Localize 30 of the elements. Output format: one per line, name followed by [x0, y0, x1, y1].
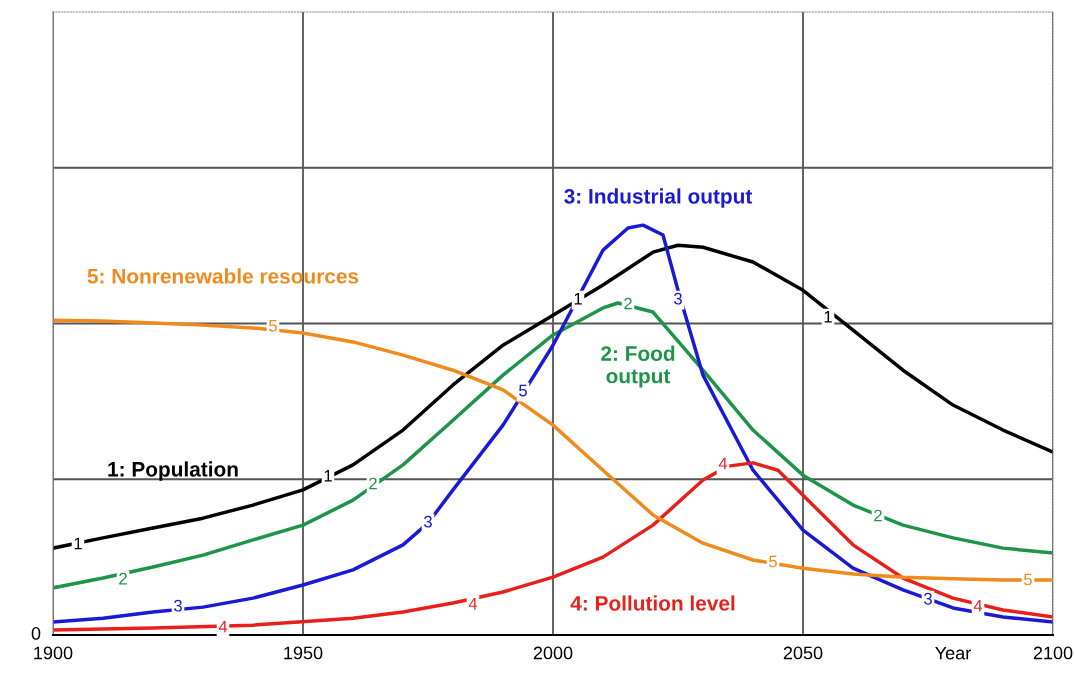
x-tick-label: 2100 [1033, 646, 1073, 660]
annotation: 1 [74, 537, 82, 550]
annotation: 4 [218, 620, 228, 633]
series-label: 4: Pollution level [570, 595, 735, 611]
annotation: 5 [769, 555, 777, 568]
annotation: 4 [468, 597, 478, 610]
annotation: 4 [718, 457, 728, 470]
annotation: 3 [674, 292, 682, 305]
annotation: 4 [973, 599, 983, 612]
annotation: 2 [119, 572, 127, 585]
annotation: 2 [624, 297, 632, 310]
annotation: 3 [924, 592, 932, 605]
annotation: 1 [824, 311, 832, 323]
annotation: 2 [874, 509, 882, 522]
series-label: 1: Population [108, 461, 238, 481]
annotation: 5 [269, 320, 277, 332]
annotation: 1 [574, 292, 582, 305]
annotation: 3 [174, 599, 182, 612]
annotation: 2 [369, 477, 377, 490]
annotation: 1 [324, 470, 332, 482]
series-label: 3: Industrial output [564, 188, 753, 208]
x-tick-label: 2000 [533, 646, 573, 660]
x-axis-title: Year [935, 646, 971, 660]
annotation: 5 [519, 384, 527, 397]
x-tick-label: 1950 [284, 646, 323, 660]
series-label: 2: Food output [601, 345, 675, 388]
text: 0 [31, 627, 41, 640]
annotation: 5 [1024, 573, 1032, 586]
x-tick-label: 1900 [34, 646, 73, 660]
x-tick-label: 2050 [783, 646, 823, 660]
